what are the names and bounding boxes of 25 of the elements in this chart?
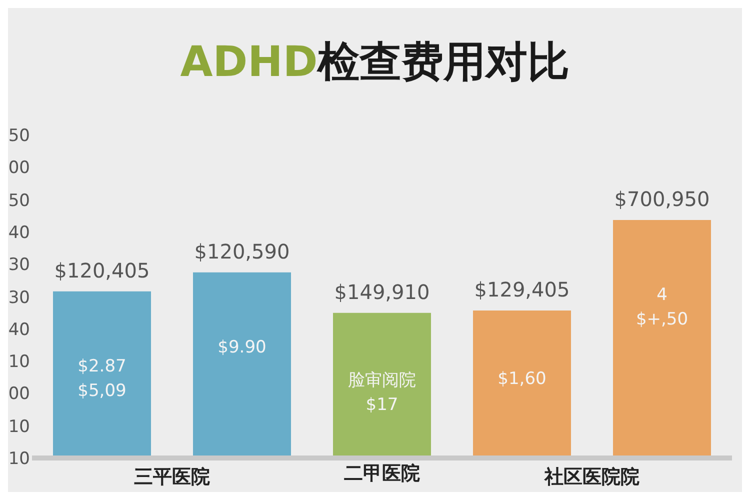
x-tick-label: 二甲医院: [344, 462, 420, 484]
annotation: $120,405: [54, 258, 150, 282]
annotation: $129,405: [474, 277, 570, 302]
text: 30: [8, 288, 30, 308]
annotation: $120,590: [194, 239, 290, 264]
text: 10: [8, 449, 30, 469]
text: 50: [8, 126, 30, 146]
annotation: $149,910: [334, 280, 430, 304]
annotation: $1,60: [498, 369, 546, 390]
text: 40: [8, 222, 30, 243]
text: 00: [8, 158, 30, 178]
annotation: $9.90: [218, 337, 266, 358]
annotation: 4 $+,50: [636, 285, 688, 330]
text: $700,950: [614, 187, 710, 211]
annotation: 脸审阅院 $17: [348, 370, 416, 416]
text: 10: [8, 416, 30, 437]
text: 40: [8, 320, 30, 340]
group-label: 三平医院: [133, 465, 211, 490]
text: 30: [8, 255, 30, 276]
group-label: 社区医院院: [543, 465, 640, 490]
annotation: $2.87 $5,09: [78, 356, 126, 402]
chart-title: ADHD检查费用对比: [180, 37, 570, 86]
text: 50: [8, 190, 30, 211]
text: 00: [8, 384, 30, 404]
text: 10: [8, 352, 30, 372]
